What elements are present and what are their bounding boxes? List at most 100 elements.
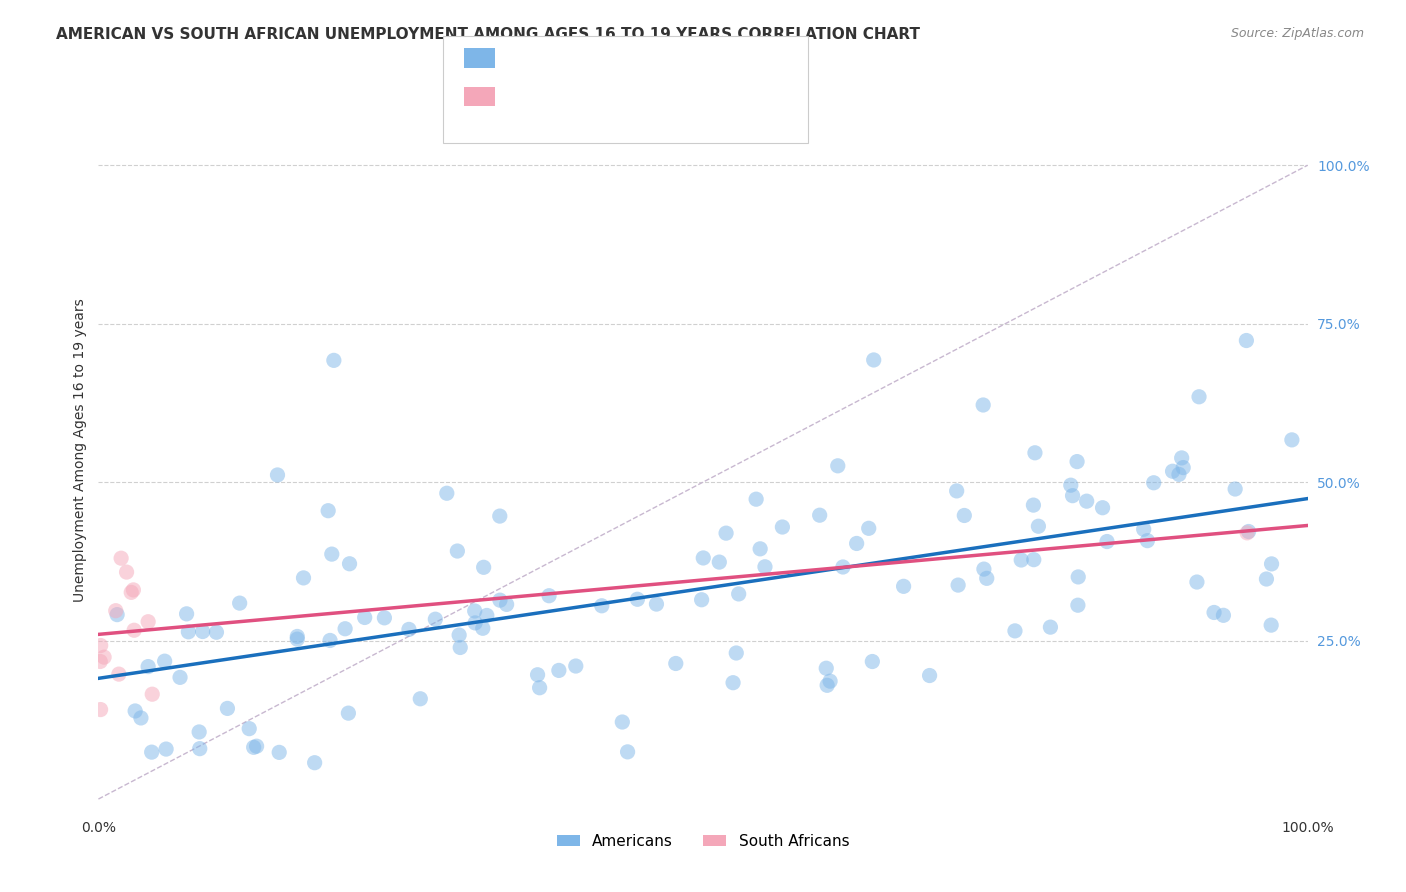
Americans: [472, 560, 495, 574]
Americans: [616, 745, 638, 759]
Americans: [815, 678, 838, 692]
South Africans: [104, 604, 127, 618]
Americans: [953, 508, 976, 523]
Americans: [124, 704, 146, 718]
Americans: [946, 578, 969, 592]
Americans: [1091, 500, 1114, 515]
Americans: [1223, 482, 1246, 496]
Americans: [745, 492, 768, 507]
Americans: [153, 654, 176, 668]
Americans: [547, 664, 569, 678]
Americans: [770, 520, 793, 534]
Americans: [1095, 534, 1118, 549]
Americans: [269, 745, 291, 759]
Americans: [1060, 478, 1083, 492]
Americans: [1132, 522, 1154, 536]
Americans: [845, 536, 868, 550]
Americans: [725, 646, 748, 660]
Text: 0.601: 0.601: [555, 49, 606, 67]
Americans: [409, 691, 432, 706]
Americans: [488, 509, 510, 524]
South Africans: [141, 687, 163, 701]
Americans: [665, 657, 688, 671]
Americans: [1010, 553, 1032, 567]
Americans: [565, 659, 588, 673]
Text: AMERICAN VS SOUTH AFRICAN UNEMPLOYMENT AMONG AGES 16 TO 19 YEARS CORRELATION CHA: AMERICAN VS SOUTH AFRICAN UNEMPLOYMENT A…: [56, 27, 921, 42]
Americans: [645, 597, 668, 611]
South Africans: [1236, 525, 1258, 540]
Text: Source: ZipAtlas.com: Source: ZipAtlas.com: [1230, 27, 1364, 40]
Americans: [976, 571, 998, 585]
Americans: [337, 706, 360, 720]
Americans: [972, 398, 994, 412]
South Africans: [93, 650, 115, 665]
Americans: [827, 458, 849, 473]
Americans: [1004, 624, 1026, 638]
South Africans: [90, 702, 112, 716]
Americans: [285, 630, 308, 644]
South Africans: [89, 655, 111, 669]
Americans: [464, 615, 486, 630]
Americans: [1143, 475, 1166, 490]
Americans: [1260, 618, 1282, 632]
Americans: [425, 612, 447, 626]
Americans: [918, 668, 941, 682]
Legend: Americans, South Africans: Americans, South Africans: [551, 828, 855, 855]
Americans: [242, 740, 264, 755]
Americans: [529, 681, 551, 695]
Americans: [727, 587, 749, 601]
Americans: [266, 467, 288, 482]
Americans: [449, 640, 471, 655]
Americans: [105, 607, 128, 622]
Americans: [1067, 570, 1090, 584]
Americans: [1161, 464, 1184, 478]
Americans: [333, 622, 356, 636]
Americans: [1076, 494, 1098, 508]
Americans: [464, 604, 486, 618]
South Africans: [115, 565, 138, 579]
Americans: [709, 555, 731, 569]
Americans: [205, 625, 228, 640]
Americans: [1237, 524, 1260, 539]
Americans: [1066, 454, 1088, 468]
Americans: [188, 741, 211, 756]
Americans: [832, 560, 855, 574]
Americans: [1188, 390, 1211, 404]
Americans: [1168, 467, 1191, 482]
Americans: [860, 655, 883, 669]
Americans: [191, 624, 214, 639]
Americans: [1022, 552, 1045, 566]
South Africans: [90, 639, 112, 653]
Americans: [495, 598, 517, 612]
Americans: [177, 624, 200, 639]
Americans: [436, 486, 458, 500]
Americans: [690, 592, 713, 607]
Americans: [818, 674, 841, 689]
Americans: [858, 521, 880, 535]
Americans: [217, 701, 239, 715]
Americans: [246, 739, 269, 754]
Americans: [526, 667, 548, 681]
Americans: [1136, 533, 1159, 548]
Americans: [1173, 460, 1195, 475]
Americans: [1028, 519, 1050, 533]
Americans: [489, 593, 512, 607]
Americans: [373, 611, 395, 625]
Americans: [721, 675, 744, 690]
Americans: [1024, 446, 1046, 460]
Americans: [129, 711, 152, 725]
Americans: [1281, 433, 1303, 447]
Americans: [754, 559, 776, 574]
South Africans: [108, 667, 131, 681]
Americans: [1234, 334, 1257, 348]
Americans: [188, 725, 211, 739]
Americans: [319, 633, 342, 648]
South Africans: [122, 582, 145, 597]
Americans: [1185, 575, 1208, 590]
Americans: [538, 589, 561, 603]
Text: 0.182: 0.182: [555, 87, 606, 105]
Text: R =: R =: [513, 49, 553, 67]
Americans: [692, 551, 714, 566]
Americans: [321, 547, 343, 561]
South Africans: [136, 615, 159, 629]
